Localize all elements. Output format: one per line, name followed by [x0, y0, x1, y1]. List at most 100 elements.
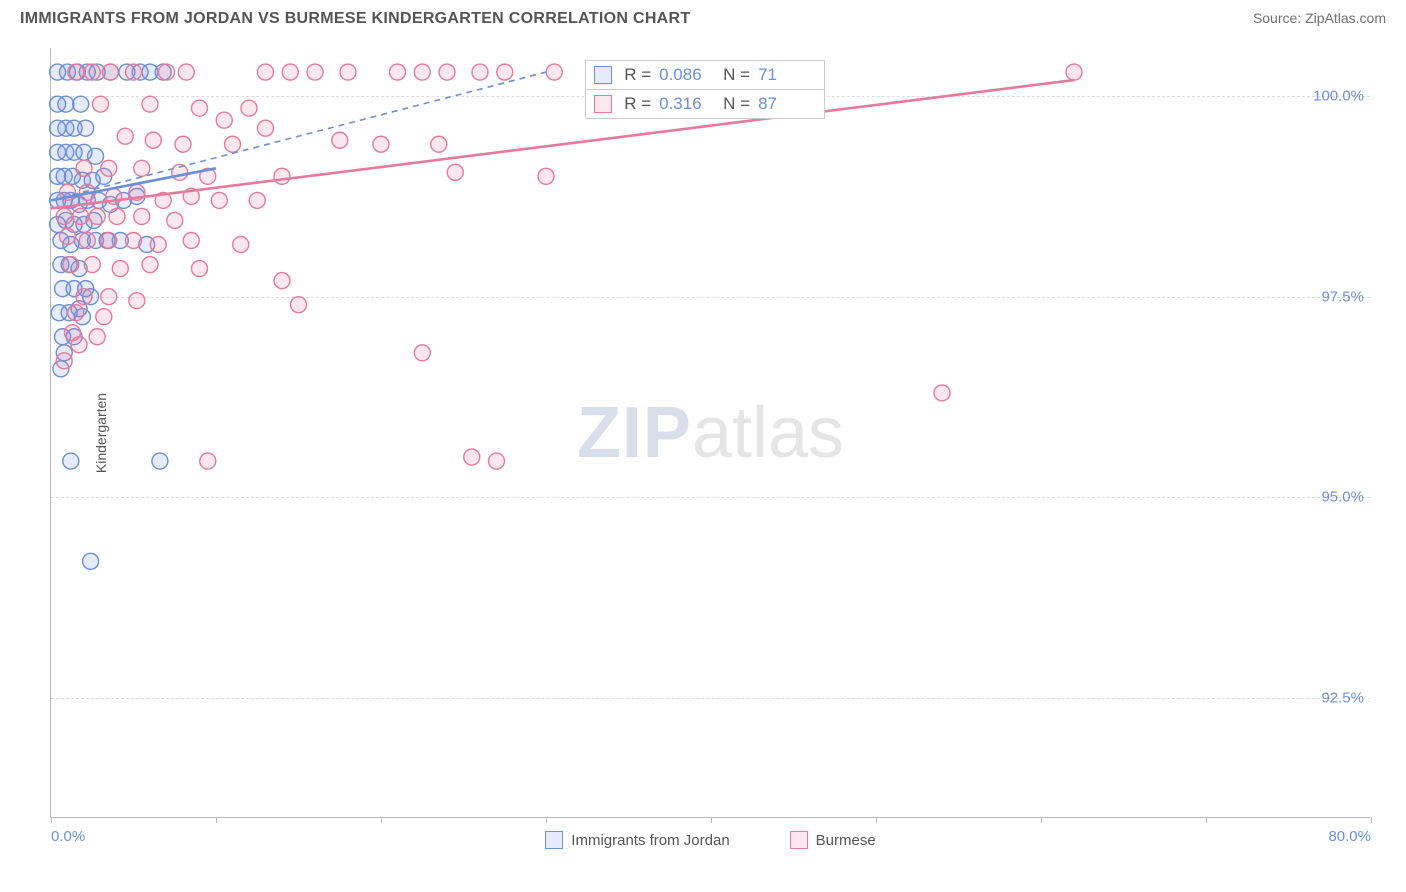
data-point-burmese: [497, 64, 513, 80]
data-point-burmese: [431, 136, 447, 152]
correlation-stats-box: R =0.086N =71R =0.316N =87: [585, 60, 825, 119]
data-point-burmese: [102, 64, 118, 80]
chart-plot-area: Kindergarten ZIPatlas R =0.086N =71R =0.…: [50, 48, 1370, 818]
data-point-burmese: [159, 64, 175, 80]
stat-r-label: R =: [624, 65, 651, 85]
chart-title: IMMIGRANTS FROM JORDAN VS BURMESE KINDER…: [20, 10, 690, 28]
data-point-burmese: [117, 128, 133, 144]
data-point-burmese: [249, 192, 265, 208]
swatch-jordan-icon: [545, 831, 563, 849]
data-point-burmese: [282, 64, 298, 80]
data-point-burmese: [109, 208, 125, 224]
data-point-burmese: [192, 100, 208, 116]
data-point-burmese: [241, 100, 257, 116]
data-point-burmese: [68, 64, 84, 80]
data-point-burmese: [192, 261, 208, 277]
stats-row-jordan: R =0.086N =71: [586, 61, 824, 89]
data-point-jordan: [78, 120, 94, 136]
data-point-burmese: [200, 453, 216, 469]
y-tick-label: 100.0%: [1313, 88, 1364, 105]
stat-r-value: 0.316: [659, 94, 711, 114]
swatch-jordan-icon: [594, 66, 612, 84]
data-point-burmese: [233, 237, 249, 253]
data-point-jordan: [152, 453, 168, 469]
data-point-burmese: [414, 345, 430, 361]
stat-n-value: 71: [758, 65, 810, 85]
data-point-burmese: [211, 192, 227, 208]
data-point-jordan: [73, 96, 89, 112]
data-point-burmese: [89, 329, 105, 345]
data-point-burmese: [414, 64, 430, 80]
y-tick-label: 92.5%: [1321, 689, 1364, 706]
stat-n-label: N =: [723, 65, 750, 85]
data-point-burmese: [89, 208, 105, 224]
data-point-burmese: [291, 297, 307, 313]
data-point-burmese: [390, 64, 406, 80]
x-tick: [381, 817, 382, 823]
data-point-burmese: [1066, 64, 1082, 80]
data-point-burmese: [101, 160, 117, 176]
data-point-burmese: [472, 64, 488, 80]
stats-row-burmese: R = 0.316 N = 87: [586, 89, 824, 118]
data-point-burmese: [56, 353, 72, 369]
data-point-burmese: [101, 233, 117, 249]
y-tick-label: 95.0%: [1321, 489, 1364, 506]
data-point-burmese: [142, 96, 158, 112]
data-point-jordan: [58, 96, 74, 112]
data-point-burmese: [340, 64, 356, 80]
data-point-burmese: [84, 257, 100, 273]
stat-n-label: N =: [723, 94, 750, 114]
data-point-jordan: [63, 453, 79, 469]
data-point-burmese: [56, 208, 72, 224]
data-point-burmese: [175, 136, 191, 152]
data-point-burmese: [225, 136, 241, 152]
x-tick: [1041, 817, 1042, 823]
data-point-burmese: [439, 64, 455, 80]
stat-r-label: R =: [624, 94, 651, 114]
data-point-burmese: [142, 257, 158, 273]
data-point-burmese: [129, 293, 145, 309]
data-point-burmese: [60, 228, 76, 244]
data-point-burmese: [538, 168, 554, 184]
swatch-burmese-icon: [790, 831, 808, 849]
data-point-burmese: [84, 64, 100, 80]
data-point-burmese: [96, 309, 112, 325]
data-point-jordan: [88, 148, 104, 164]
data-point-burmese: [71, 337, 87, 353]
data-point-burmese: [126, 64, 142, 80]
data-point-burmese: [274, 168, 290, 184]
legend-entry-burmese: Burmese: [790, 831, 876, 849]
swatch-burmese-icon: [594, 95, 612, 113]
trend-line-burmese: [51, 80, 1074, 208]
x-tick: [1206, 817, 1207, 823]
stat-n-value: 87: [758, 94, 810, 114]
legend-entry-jordan: Immigrants from Jordan: [545, 831, 729, 849]
data-point-burmese: [63, 257, 79, 273]
data-point-burmese: [93, 96, 109, 112]
data-point-burmese: [332, 132, 348, 148]
x-tick: [546, 817, 547, 823]
x-tick: [216, 817, 217, 823]
data-point-burmese: [134, 160, 150, 176]
data-point-burmese: [76, 289, 92, 305]
data-point-burmese: [307, 64, 323, 80]
x-tick: [1371, 817, 1372, 823]
x-tick: [711, 817, 712, 823]
data-point-burmese: [934, 385, 950, 401]
data-point-burmese: [101, 289, 117, 305]
data-point-burmese: [258, 120, 274, 136]
legend-bottom: Immigrants from Jordan Burmese: [51, 831, 1370, 849]
data-point-burmese: [464, 449, 480, 465]
data-point-burmese: [79, 233, 95, 249]
x-tick: [876, 817, 877, 823]
data-point-burmese: [167, 212, 183, 228]
data-point-burmese: [373, 136, 389, 152]
legend-label: Burmese: [816, 832, 876, 849]
x-tick: [51, 817, 52, 823]
data-point-burmese: [112, 261, 128, 277]
data-point-burmese: [546, 64, 562, 80]
data-point-burmese: [73, 208, 89, 224]
data-point-burmese: [76, 160, 92, 176]
data-point-burmese: [489, 453, 505, 469]
data-point-burmese: [274, 273, 290, 289]
